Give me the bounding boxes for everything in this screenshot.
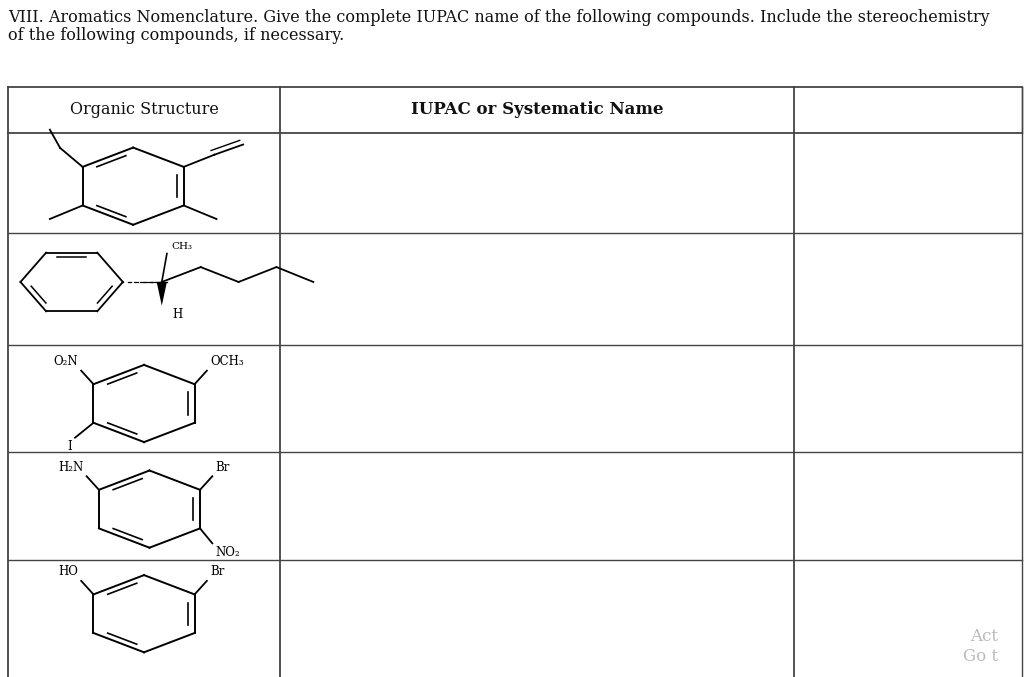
Text: of the following compounds, if necessary.: of the following compounds, if necessary… (8, 27, 344, 44)
Text: HO: HO (58, 565, 78, 578)
Text: VIII. Aromatics Nomenclature. Give the complete IUPAC name of the following comp: VIII. Aromatics Nomenclature. Give the c… (8, 9, 990, 26)
Text: H: H (172, 309, 182, 322)
Text: Act
Go t: Act Go t (964, 628, 998, 665)
Text: Br: Br (210, 565, 224, 578)
Text: O₂N: O₂N (53, 355, 78, 368)
Polygon shape (157, 282, 167, 306)
Text: IUPAC or Systematic Name: IUPAC or Systematic Name (411, 101, 664, 118)
Text: Br: Br (215, 460, 229, 474)
Text: OCH₃: OCH₃ (210, 355, 244, 368)
Text: H₂N: H₂N (58, 460, 84, 474)
Text: CH₃: CH₃ (171, 242, 193, 250)
Text: NO₂: NO₂ (215, 546, 240, 559)
Text: I: I (68, 441, 72, 454)
Text: Organic Structure: Organic Structure (70, 101, 218, 118)
